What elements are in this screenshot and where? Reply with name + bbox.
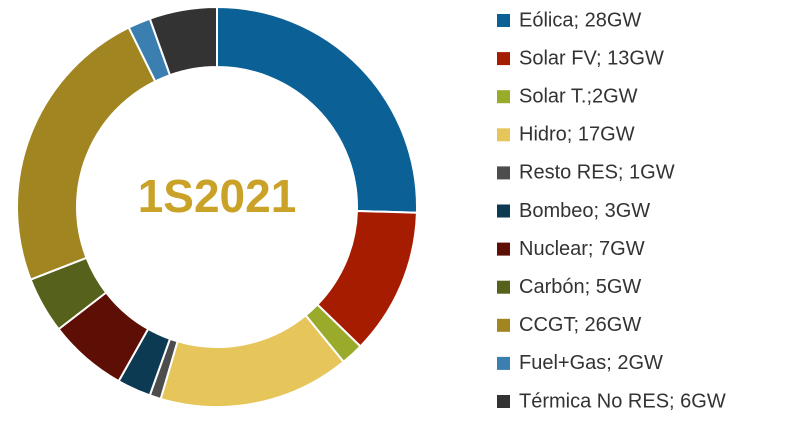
legend-swatch — [497, 356, 510, 370]
legend-swatch — [497, 90, 510, 104]
legend-swatch — [497, 318, 510, 332]
legend-label: Bombeo; 3GW — [519, 200, 650, 222]
donut-slice — [216, 5, 418, 214]
legend-swatch — [497, 128, 510, 142]
legend-label: Solar T.;2GW — [519, 85, 638, 107]
legend-label: Fuel+Gas; 2GW — [519, 352, 663, 374]
legend-swatch — [497, 280, 510, 294]
legend-label: Resto RES; 1GW — [519, 162, 675, 184]
legend-label: Carbón; 5GW — [519, 276, 641, 298]
donut-slice — [148, 5, 218, 77]
donut-slice — [16, 26, 157, 281]
legend-label: Eólica; 28GW — [519, 9, 641, 31]
donut-slice — [159, 313, 346, 408]
legend-label: Nuclear; 7GW — [519, 238, 645, 260]
legend-label: Térmica No RES; 6GW — [519, 390, 726, 412]
legend-swatch — [497, 204, 510, 218]
legend-swatch — [497, 52, 510, 66]
legend-swatch — [497, 395, 510, 408]
legend-label: CCGT; 26GW — [519, 314, 641, 336]
legend-label: Hidro; 17GW — [519, 124, 635, 146]
legend-label: Solar FV; 13GW — [519, 47, 664, 69]
legend-swatch — [497, 242, 510, 256]
legend-swatch — [497, 166, 510, 180]
center-label: 1S2021 — [138, 170, 297, 222]
legend-swatch — [497, 14, 510, 27]
